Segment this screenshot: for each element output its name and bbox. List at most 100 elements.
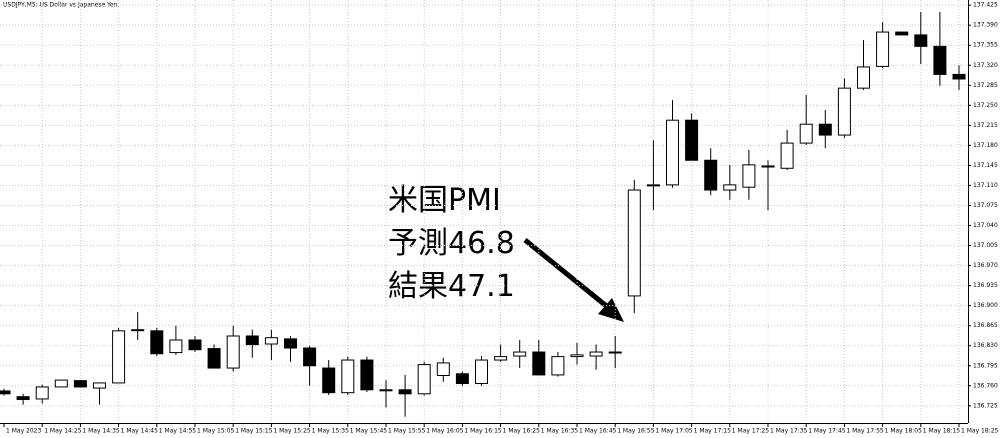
candle-body	[73, 380, 87, 388]
candle-body	[761, 165, 775, 168]
candle-body	[455, 373, 469, 385]
candle-body	[818, 123, 832, 136]
x-tick-label: 1 May 16:15	[464, 428, 502, 435]
candle-body	[398, 389, 412, 395]
candle-body	[35, 386, 49, 400]
x-tick-label: 1 May 17:55	[846, 428, 884, 435]
candle-body	[532, 351, 546, 376]
y-tick-label: 137.285	[973, 82, 998, 89]
y-tick-label: 136.830	[973, 342, 998, 349]
candle-body	[608, 351, 622, 354]
annotation: 米国PMI	[388, 183, 501, 218]
candle-body	[513, 351, 527, 357]
candle-body	[303, 347, 317, 367]
candle-body	[646, 184, 660, 187]
y-tick-label: 137.145	[973, 162, 998, 169]
candle-body	[284, 338, 297, 349]
x-tick-label: 1 May 18:05	[885, 428, 923, 435]
annotation: 予測46.8	[388, 226, 515, 261]
x-tick-label: 1 May 14:35	[82, 428, 120, 435]
x-tick-label: 1 May 16:35	[541, 428, 579, 435]
candle-body	[379, 389, 393, 392]
x-tick-label: 1 May 14:25	[44, 428, 82, 435]
x-tick-label: 1 May 16:05	[426, 428, 464, 435]
candle-body	[685, 119, 699, 161]
x-tick-label: 1 May 15:45	[350, 428, 388, 435]
candle-body	[0, 390, 11, 395]
candle-body	[436, 362, 450, 376]
candle-body	[226, 335, 240, 369]
x-tick-label: 1 May 17:25	[732, 428, 770, 435]
y-tick-label: 137.040	[973, 222, 998, 229]
y-tick-label: 136.795	[973, 362, 998, 369]
y-tick-label: 137.005	[973, 242, 998, 249]
y-tick-label: 136.725	[973, 402, 998, 409]
candle-body	[723, 184, 737, 191]
candle-body	[933, 45, 947, 75]
candle-body	[322, 367, 336, 394]
y-tick-label: 137.110	[973, 182, 998, 189]
x-tick-label: 1 May 18:25	[961, 428, 999, 435]
x-tick-label: 1 May 17:05	[655, 428, 693, 435]
candle-body	[952, 73, 966, 80]
x-tick-label: 1 May 17:45	[808, 428, 846, 435]
arrow	[523, 238, 624, 322]
candle-body	[837, 87, 851, 136]
candle-body	[245, 335, 259, 346]
candle-body	[494, 356, 508, 361]
x-tick-label: 1 May 15:35	[312, 428, 350, 435]
y-tick-label: 136.935	[973, 282, 998, 289]
candle-body	[54, 379, 68, 388]
x-tick-label: 1 May 17:35	[770, 428, 808, 435]
candle-body	[895, 31, 909, 36]
y-tick-label: 137.250	[973, 102, 998, 109]
candle-body	[360, 359, 374, 391]
candle-body	[914, 34, 928, 47]
y-tick-label: 136.865	[973, 322, 998, 329]
candle-body	[780, 142, 794, 169]
y-tick-label: 137.355	[973, 42, 998, 49]
x-tick-label: 1 May 16:45	[579, 428, 617, 435]
candle-body	[589, 351, 603, 357]
candle-body	[742, 164, 756, 188]
y-tick-label: 137.215	[973, 122, 998, 129]
x-tick-label: 1 May 14:45	[121, 428, 159, 435]
candle-body	[627, 189, 641, 297]
y-tick-label: 137.320	[973, 62, 998, 69]
candle-body	[570, 354, 584, 358]
candle-body	[16, 396, 30, 401]
y-tick-label: 137.075	[973, 202, 998, 209]
candle-body	[876, 31, 890, 67]
y-tick-label: 137.390	[973, 22, 998, 29]
x-tick-label: 1 May 2023	[6, 428, 41, 435]
y-tick-label: 136.760	[973, 382, 998, 389]
x-tick-label: 1 May 15:25	[273, 428, 311, 435]
candle-body	[207, 348, 221, 369]
candle-body	[857, 66, 870, 89]
annotation: 結果47.1	[388, 269, 515, 304]
candle-body	[799, 123, 813, 144]
x-tick-label: 1 May 16:55	[617, 428, 655, 435]
candle-body	[112, 330, 126, 384]
x-tick-label: 1 May 14:55	[159, 428, 197, 435]
candle-body	[264, 337, 278, 345]
candle-body	[475, 359, 488, 385]
x-tick-label: 1 May 15:05	[197, 428, 235, 435]
candle-body	[417, 364, 431, 395]
candle-body	[551, 356, 565, 376]
y-tick-label: 136.900	[973, 302, 998, 309]
x-tick-label: 1 May 15:55	[388, 428, 426, 435]
candle-body	[150, 330, 164, 355]
y-tick-label: 137.425	[973, 2, 998, 9]
y-tick-label: 137.180	[973, 142, 998, 149]
candle-body	[341, 359, 355, 394]
candle-body	[93, 382, 106, 389]
x-tick-label: 1 May 16:25	[503, 428, 541, 435]
x-tick-label: 1 May 17:15	[694, 428, 732, 435]
x-tick-label: 1 May 18:15	[923, 428, 961, 435]
x-tick-label: 1 May 15:15	[235, 428, 273, 435]
candle-body	[704, 159, 718, 191]
candle-body	[131, 329, 145, 332]
